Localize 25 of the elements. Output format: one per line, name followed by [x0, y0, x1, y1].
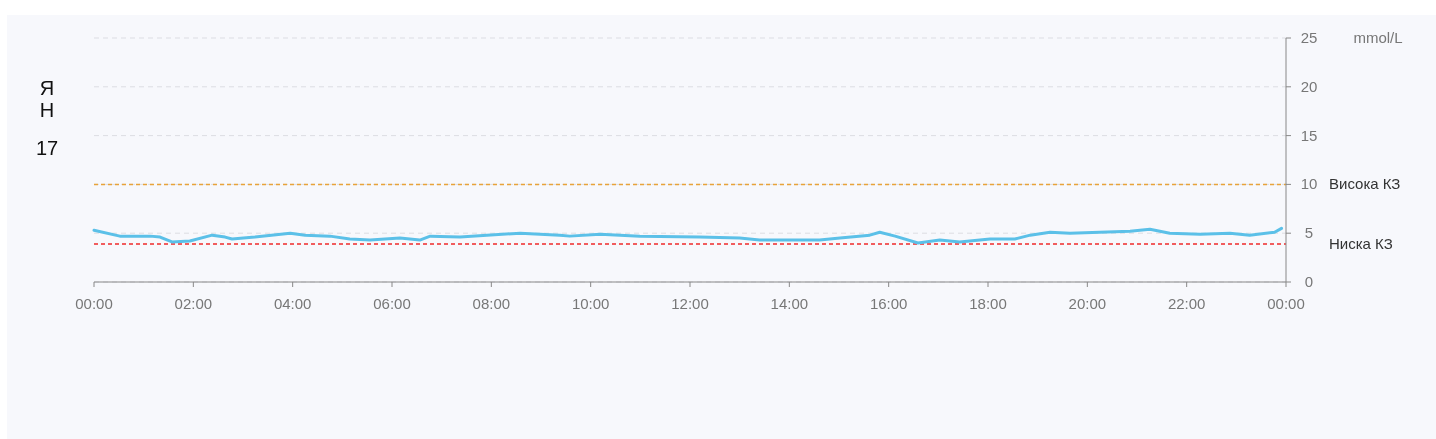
- text: ЯН: [39, 77, 55, 121]
- x-tick-label: 04:00: [273, 295, 312, 312]
- y-tick-label: 0: [1304, 273, 1314, 290]
- y-tick-label: 25: [1300, 29, 1318, 46]
- x-tick-label: 10:00: [571, 295, 610, 312]
- x-tick-label: 22:00: [1167, 295, 1206, 312]
- y-tick-label: 5: [1304, 224, 1314, 242]
- y-tick-label: 20: [1300, 77, 1318, 95]
- line-series: [92, 226, 1284, 245]
- ref-line-label: Ниска КЗ: [1329, 234, 1393, 252]
- y-tick-label: 15: [1300, 126, 1318, 144]
- y-axis-title: mmol/L: [1353, 29, 1403, 46]
- x-tick-label: 08:00: [472, 295, 511, 312]
- x-tick-label: 00:00: [1267, 295, 1305, 312]
- x-tick-label: 00:00: [75, 295, 113, 312]
- ref-line-label: Висока КЗ: [1329, 175, 1401, 193]
- x-tick-label: 02:00: [174, 295, 213, 312]
- text: 17: [35, 137, 59, 159]
- x-tick-label: 18:00: [969, 295, 1007, 312]
- x-tick-label: 14:00: [770, 295, 809, 312]
- x-tick-label: 12:00: [671, 295, 709, 312]
- x-tick-label: 20:00: [1068, 295, 1107, 312]
- y-tick-label: 10: [1300, 175, 1318, 193]
- x-tick-label: 16:00: [869, 295, 908, 312]
- x-tick-label: 06:00: [373, 295, 411, 312]
